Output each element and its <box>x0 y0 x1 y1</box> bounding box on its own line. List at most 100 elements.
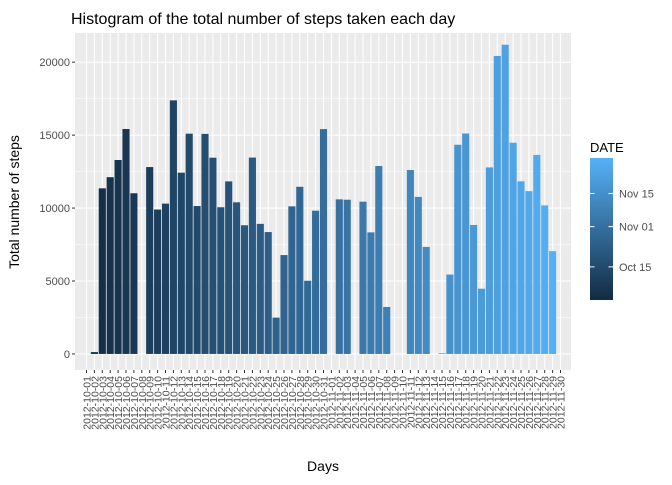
y-tick-label: 5000 <box>46 276 70 288</box>
histogram-bar <box>493 55 501 354</box>
legend-label: Nov 15 <box>619 189 654 201</box>
x-tick-label: 2012-10-08 <box>137 376 149 430</box>
x-tick-label: 2012-10-25 <box>271 376 283 430</box>
x-tick-label: 2012-11-13 <box>421 376 433 429</box>
x-tick-label: 2012-10-18 <box>216 376 228 430</box>
histogram-bar <box>90 352 98 354</box>
legend-colorbar <box>590 158 613 300</box>
x-tick-label: 2012-10-04 <box>105 376 117 430</box>
x-tick-label: 2012-10-06 <box>121 376 133 430</box>
x-tick-label: 2012-10-31 <box>319 376 331 430</box>
x-tick-label: 2012-11-03 <box>342 376 354 429</box>
x-tick-label: 2012-10-16 <box>200 376 212 430</box>
x-tick-label: 2012-10-29 <box>303 376 315 430</box>
x-tick-label: 2012-11-06 <box>366 376 378 429</box>
histogram-bar <box>201 133 209 354</box>
x-tick-label: 2012-10-21 <box>240 376 252 430</box>
x-tick-label: 2012-10-17 <box>208 376 220 430</box>
histogram-bar <box>296 186 304 354</box>
histogram-bar <box>485 167 493 354</box>
histogram-bar <box>501 44 509 354</box>
x-tick-label: 2012-11-18 <box>461 376 473 429</box>
x-tick-label: 2012-11-25 <box>516 376 528 429</box>
histogram-bar <box>359 201 367 354</box>
histogram-bar <box>114 160 122 354</box>
x-tick-label: 2012-11-10 <box>398 376 410 429</box>
histogram-bar <box>477 288 486 354</box>
x-tick-label: 2012-11-28 <box>540 376 552 429</box>
x-tick-label: 2012-11-24 <box>508 376 520 429</box>
x-tick-label: 2012-10-09 <box>145 376 157 430</box>
histogram-bar <box>541 205 549 354</box>
x-tick-label: 2012-10-02 <box>89 376 101 430</box>
histogram-bar <box>470 224 478 354</box>
histogram-bar <box>193 206 201 354</box>
histogram-bar <box>343 199 351 354</box>
x-tick-label: 2012-11-26 <box>524 376 536 429</box>
histogram-bar <box>422 246 430 354</box>
histogram-bar <box>130 193 138 354</box>
histogram-bar <box>185 133 193 354</box>
x-tick-label: 2012-11-04 <box>350 376 362 429</box>
histogram-bar <box>509 142 517 354</box>
histogram-bar <box>414 196 422 354</box>
histogram-bar <box>225 181 233 354</box>
y-tick-label: 0 <box>64 349 70 361</box>
x-tick-label: 2012-11-23 <box>500 376 512 429</box>
x-tick-label: 2012-11-29 <box>548 376 560 429</box>
x-tick-label: 2012-10-10 <box>153 376 165 430</box>
legend: DATE Oct 15 Nov 01 Nov 15 <box>590 140 654 300</box>
x-tick-label: 2012-11-22 <box>492 376 504 429</box>
histogram-bar <box>177 172 185 354</box>
histogram-bar <box>304 280 312 354</box>
x-tick-label: 2012-11-15 <box>437 376 449 429</box>
histogram-bar <box>312 210 320 354</box>
x-axis: 2012-10-012012-10-022012-10-032012-10-04… <box>82 370 568 430</box>
histogram-bar <box>517 181 525 354</box>
x-tick-label: 2012-10-30 <box>311 376 323 430</box>
x-tick-label: 2012-10-11 <box>161 376 173 429</box>
histogram-bar <box>454 144 462 354</box>
histogram-bar <box>146 167 154 354</box>
x-tick-label: 2012-11-11 <box>405 376 417 428</box>
histogram-bar <box>280 255 288 354</box>
x-tick-label: 2012-11-09 <box>390 376 402 429</box>
legend-label: Oct 15 <box>619 262 651 274</box>
x-tick-label: 2012-10-27 <box>287 376 299 430</box>
y-tick-label: 20000 <box>39 57 70 69</box>
y-axis: 0 5000 10000 15000 20000 <box>39 57 75 361</box>
histogram-bar <box>446 274 454 354</box>
histogram-bar <box>98 188 106 354</box>
x-tick-label: 2012-11-17 <box>453 376 465 429</box>
x-tick-label: 2012-11-12 <box>413 376 425 429</box>
x-tick-label: 2012-11-21 <box>484 376 496 429</box>
histogram-bar <box>319 129 328 354</box>
y-tick-label: 10000 <box>39 203 70 215</box>
histogram-bar <box>525 191 533 354</box>
x-tick-label: 2012-10-13 <box>176 376 188 430</box>
histogram-bar <box>462 133 470 354</box>
histogram-bar <box>549 251 557 354</box>
histogram-bar <box>154 209 162 354</box>
x-tick-label: 2012-10-01 <box>82 376 94 430</box>
histogram-bar <box>367 232 375 354</box>
legend-title: DATE <box>590 140 624 155</box>
histogram-bar <box>122 128 130 354</box>
histogram-bar <box>169 100 177 354</box>
histogram-bar <box>533 154 541 354</box>
x-tick-label: 2012-10-14 <box>184 376 196 430</box>
y-axis-label: Total number of steps <box>6 135 22 269</box>
histogram-bar <box>264 232 272 354</box>
x-tick-label: 2012-10-15 <box>192 376 204 430</box>
histogram-bar <box>438 353 446 354</box>
x-tick-label: 2012-11-19 <box>469 376 481 429</box>
x-tick-label: 2012-10-12 <box>168 376 180 430</box>
histogram-bar <box>106 177 114 354</box>
x-tick-label: 2012-11-16 <box>445 376 457 429</box>
x-tick-label: 2012-10-23 <box>255 376 267 430</box>
histogram-bar <box>248 157 256 354</box>
histogram-bar <box>217 207 225 354</box>
histogram-bar <box>335 199 343 354</box>
